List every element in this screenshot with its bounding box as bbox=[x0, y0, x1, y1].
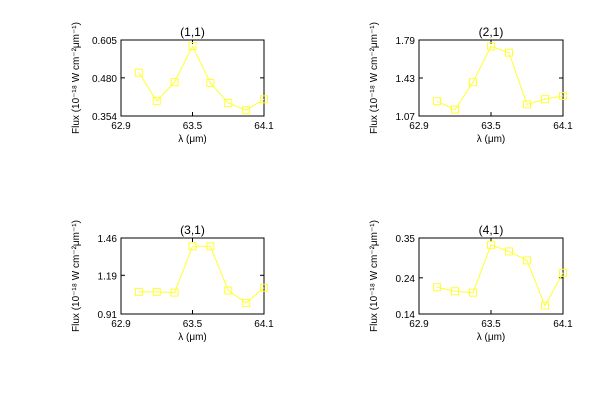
data-point-marker bbox=[224, 98, 233, 107]
series-line bbox=[138, 44, 265, 111]
data-point-marker bbox=[188, 42, 197, 51]
data-point-marker bbox=[242, 298, 251, 307]
data-point-marker bbox=[170, 288, 179, 297]
panel-title: (2,1) bbox=[479, 25, 504, 39]
y-tick-label: 1.43 bbox=[396, 74, 416, 85]
data-point-marker bbox=[523, 100, 531, 109]
data-point-marker bbox=[134, 68, 143, 77]
data-point-marker bbox=[170, 78, 179, 87]
y-tick-label: 1.46 bbox=[98, 234, 118, 245]
y-tick-label: 0.24 bbox=[396, 274, 416, 285]
data-point-marker bbox=[152, 287, 161, 296]
y-axis-label: Flux (10⁻¹⁸ W cm⁻²μm⁻¹) bbox=[369, 220, 380, 332]
panel-title: (1,1) bbox=[180, 25, 205, 39]
data-point-marker bbox=[505, 48, 513, 57]
x-tick-label: 64.1 bbox=[553, 319, 573, 330]
data-point-marker bbox=[242, 106, 251, 115]
x-tick-label: 63.5 bbox=[183, 319, 203, 330]
y-axis-label: Flux (10⁻¹⁸ W cm⁻²μm⁻¹) bbox=[369, 22, 380, 134]
series-line bbox=[436, 45, 564, 111]
data-point-marker bbox=[260, 95, 268, 104]
y-tick-label: 0.480 bbox=[92, 74, 117, 85]
x-tick-label: 64.1 bbox=[254, 319, 274, 330]
x-tick-label: 62.9 bbox=[409, 319, 429, 330]
data-point-marker bbox=[523, 256, 531, 265]
y-tick-label: 1.19 bbox=[98, 271, 118, 282]
x-axis-label: λ (μm) bbox=[178, 134, 207, 145]
data-point-marker bbox=[469, 78, 477, 87]
data-point-marker bbox=[541, 95, 549, 104]
y-tick-label: 0.605 bbox=[92, 36, 117, 47]
series-line bbox=[138, 245, 265, 304]
panel-title: (4,1) bbox=[479, 223, 504, 237]
data-point-marker bbox=[433, 283, 441, 292]
data-point-marker bbox=[559, 268, 567, 277]
x-tick-label: 64.1 bbox=[553, 121, 573, 132]
data-point-marker bbox=[541, 301, 549, 310]
x-axis-label: λ (μm) bbox=[178, 332, 207, 343]
chart-panel-2: 62.9 63.5 64.1 1.07 1.43 1.79 (2,1) λ (μm) Flux … bbox=[369, 22, 573, 145]
chart-panel-4: 62.9 63.5 64.1 0.14 0.24 0.35 (4,1) λ (μm) Flux … bbox=[369, 220, 573, 343]
data-point-marker bbox=[206, 242, 215, 251]
data-point-marker bbox=[559, 91, 567, 100]
data-point-marker bbox=[134, 287, 143, 296]
data-point-marker bbox=[224, 286, 233, 295]
chart-panel-3: 62.9 63.5 64.1 0.91 1.19 1.46 (3,1) λ (μm) Flux … bbox=[71, 220, 274, 343]
data-point-marker bbox=[188, 242, 197, 251]
x-tick-label: 63.5 bbox=[183, 121, 203, 132]
y-axis-label: Flux (10⁻¹⁸ W cm⁻²μm⁻¹) bbox=[71, 22, 82, 134]
data-point-marker bbox=[505, 247, 513, 256]
data-point-marker bbox=[152, 96, 161, 105]
y-tick-label: 0.91 bbox=[98, 310, 118, 321]
data-point-marker bbox=[487, 240, 495, 249]
data-point-marker bbox=[451, 287, 459, 296]
y-tick-label: 1.07 bbox=[396, 112, 416, 123]
data-point-marker bbox=[206, 78, 215, 87]
chart-panel-1: 62.9 63.5 64.1 0.354 0.480 0.605 (1,1) λ (μm) Fl… bbox=[71, 22, 274, 145]
x-tick-label: 62.9 bbox=[409, 121, 429, 132]
y-axis-label: Flux (10⁻¹⁸ W cm⁻²μm⁻¹) bbox=[71, 220, 82, 332]
y-tick-label: 0.35 bbox=[396, 234, 416, 245]
x-axis-label: λ (μm) bbox=[477, 134, 506, 145]
x-tick-label: 63.5 bbox=[481, 121, 501, 132]
panel-title: (3,1) bbox=[180, 223, 205, 237]
data-point-marker bbox=[433, 97, 441, 106]
x-tick-label: 62.9 bbox=[111, 319, 131, 330]
data-point-marker bbox=[451, 105, 459, 114]
y-tick-label: 1.79 bbox=[396, 36, 416, 47]
x-axis-label: λ (μm) bbox=[477, 332, 506, 343]
series-line bbox=[436, 244, 564, 307]
data-point-marker bbox=[260, 283, 268, 292]
x-tick-label: 64.1 bbox=[254, 121, 274, 132]
y-tick-label: 0.354 bbox=[92, 112, 117, 123]
data-point-marker bbox=[469, 288, 477, 297]
data-point-marker bbox=[487, 42, 495, 51]
x-tick-label: 63.5 bbox=[481, 319, 501, 330]
x-tick-label: 62.9 bbox=[111, 121, 131, 132]
y-tick-label: 0.14 bbox=[396, 310, 416, 321]
